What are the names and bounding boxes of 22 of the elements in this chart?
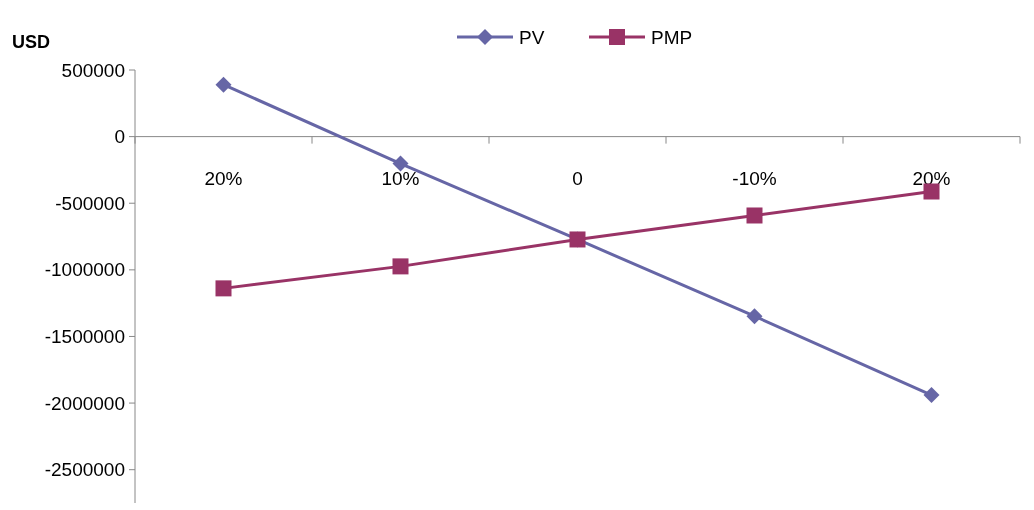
y-tick-label: -500000 (55, 192, 125, 214)
legend-label: PV (519, 26, 545, 48)
y-tick-label: -1500000 (44, 326, 125, 348)
y-tick-label: 500000 (61, 59, 125, 81)
point (746, 207, 763, 224)
y-tick-label: -1000000 (44, 259, 125, 281)
point (392, 258, 409, 275)
y-axis-title: USD (12, 32, 51, 52)
y-tick-label: -2500000 (44, 459, 125, 481)
y-tick-label: 0 (114, 126, 125, 148)
point (923, 387, 940, 404)
x-tick-label: 20% (204, 167, 243, 189)
point (215, 280, 232, 297)
x-tick-label: 20% (912, 167, 951, 189)
legend-label: PMP (651, 26, 693, 48)
point (215, 76, 232, 93)
y-tick-label: -2000000 (44, 392, 125, 414)
x-tick-label: 10% (381, 167, 420, 189)
point (746, 308, 763, 325)
x-tick-label: 0 (572, 167, 583, 189)
x-tick-label: -10% (732, 167, 777, 189)
point (392, 155, 409, 172)
